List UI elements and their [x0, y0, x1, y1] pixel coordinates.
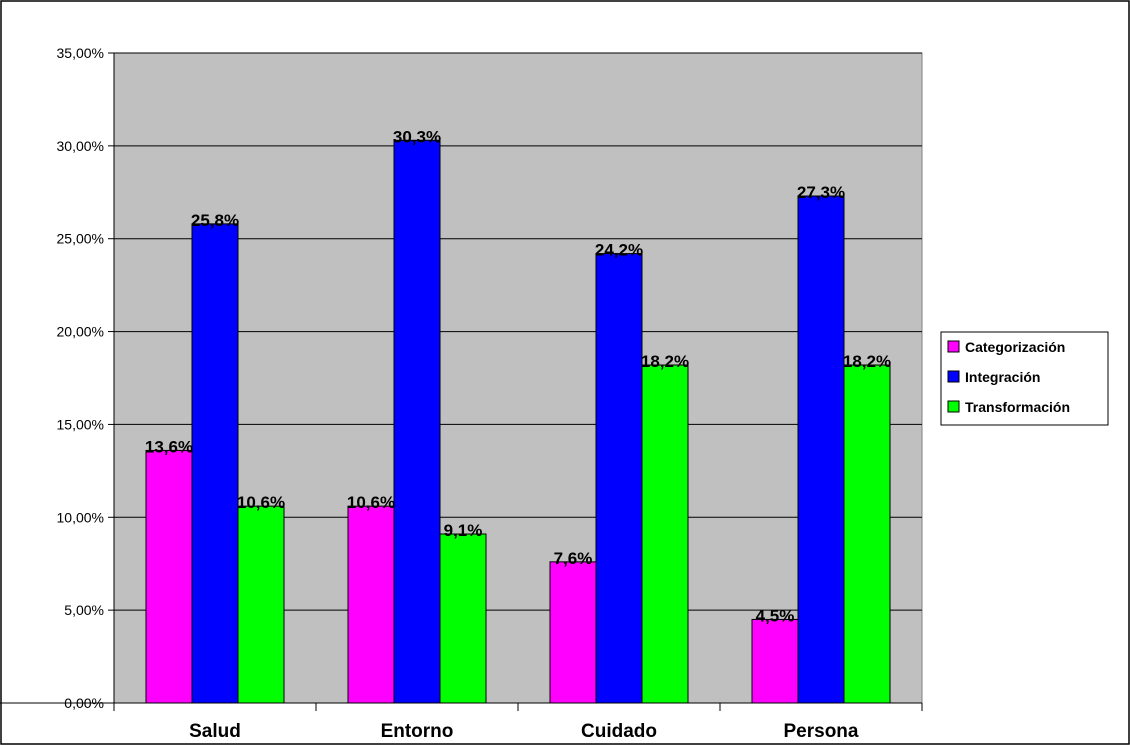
legend-label: Categorización [965, 339, 1065, 355]
data-label: 27,3% [797, 183, 845, 202]
data-label: 4,5% [756, 606, 795, 625]
data-label: 18,2% [843, 352, 891, 371]
bar [347, 505, 395, 704]
legend-swatch [947, 340, 960, 353]
bar [145, 449, 193, 704]
y-tick-label: 15,00% [57, 416, 104, 432]
legend-swatch [947, 400, 960, 413]
data-label: 10,6% [237, 493, 285, 512]
y-tick-label: 25,00% [57, 231, 104, 247]
bar [751, 618, 799, 704]
data-label: 25,8% [191, 211, 239, 230]
data-labels: 13,6% 25,8% 10,6% 10,6% 30,3% 9,1% 7,6% 24,2% 18… [145, 127, 891, 625]
bar [393, 139, 441, 704]
data-label: 18,2% [641, 352, 689, 371]
legend-label: Integración [965, 369, 1040, 385]
x-category-label: Entorno [381, 721, 454, 742]
bar [549, 561, 597, 704]
data-label: 30,3% [393, 127, 441, 146]
x-category-label: Salud [189, 721, 241, 742]
bar [843, 364, 891, 704]
data-label: 13,6% [145, 437, 193, 456]
y-tick-label: 35,00% [57, 45, 104, 61]
x-category-label: Cuidado [581, 721, 657, 742]
bar [237, 505, 285, 704]
bar [439, 533, 487, 704]
axes: 0,00%5,00%10,00%15,00%20,00%25,00%30,00%… [0, 45, 923, 742]
y-tick-label: 30,00% [57, 138, 104, 154]
y-tick-label: 20,00% [57, 324, 104, 340]
y-tick-label: 10,00% [57, 509, 104, 525]
bar [595, 253, 643, 704]
legend-box [940, 331, 1109, 426]
data-label: 9,1% [444, 521, 483, 540]
bar [191, 223, 239, 704]
legend: Categorización Integración Transformación [940, 331, 1109, 426]
legend-label: Transformación [965, 399, 1070, 415]
bar [797, 195, 845, 704]
data-label: 7,6% [554, 549, 593, 568]
y-tick-label: 5,00% [64, 602, 104, 618]
bars [145, 139, 891, 704]
data-label: 24,2% [595, 241, 643, 260]
bar [641, 364, 689, 704]
x-category-label: Persona [784, 721, 859, 742]
data-label: 10,6% [347, 493, 395, 512]
legend-swatch [947, 370, 960, 383]
